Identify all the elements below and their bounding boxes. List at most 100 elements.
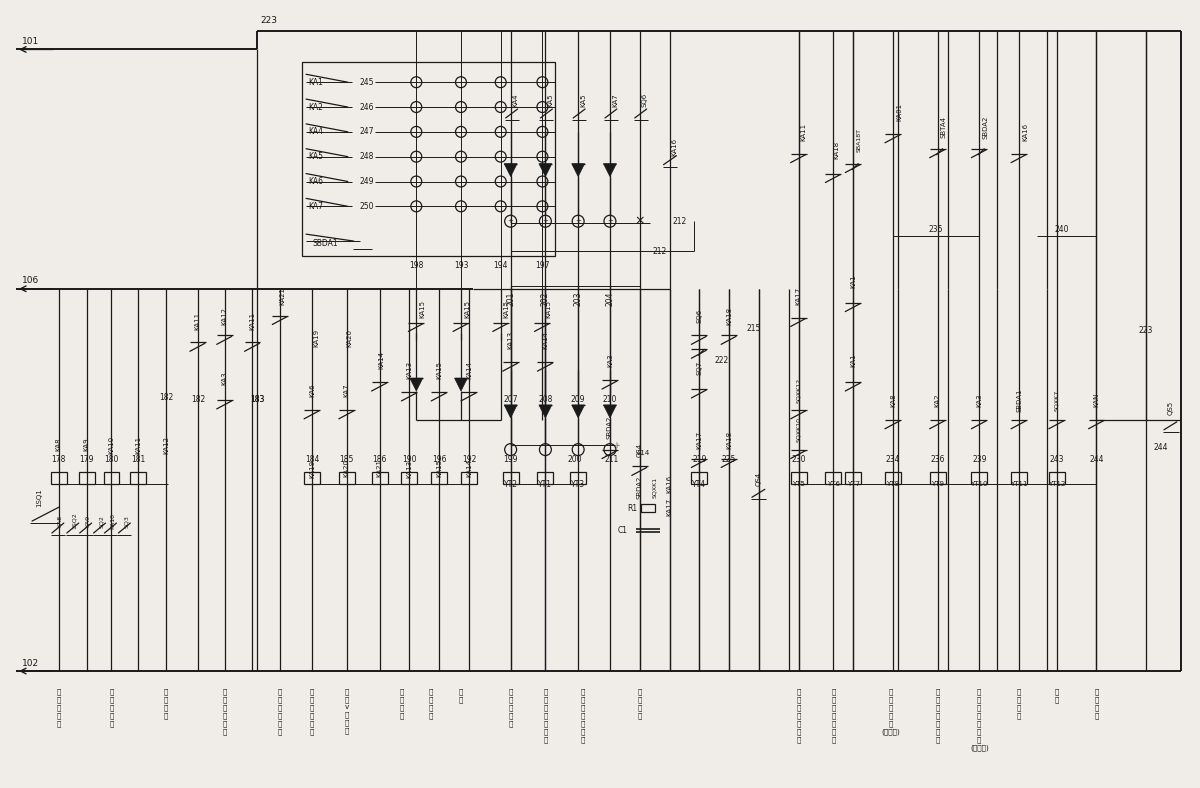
Polygon shape [455,378,468,391]
Text: KA11: KA11 [250,311,256,329]
Polygon shape [571,405,584,418]
Text: 222: 222 [714,355,728,365]
Text: KA14: KA14 [466,459,472,478]
Bar [302,62,556,256]
Text: SQ6: SQ6 [642,93,648,107]
Text: SQ6: SQ6 [696,308,702,322]
Text: KA11: KA11 [800,123,806,141]
Text: 239: 239 [972,455,986,464]
Polygon shape [539,164,552,177]
Text: 前
刀
架
快
进
(断快进): 前 刀 架 快 进 (断快进) [882,688,900,735]
Text: KA15: KA15 [419,299,425,318]
Bar [971,473,988,485]
Text: SBDA1: SBDA1 [312,239,337,247]
Text: 101: 101 [22,37,40,46]
Text: KA18: KA18 [726,307,732,325]
Text: KA12: KA12 [163,436,169,454]
Bar [431,473,448,485]
Text: ×: × [635,214,644,228]
Text: 1SQ2: 1SQ2 [72,513,77,530]
Text: 212: 212 [672,217,686,225]
Bar [402,473,418,485]
Text: KA14: KA14 [542,332,548,349]
Bar [461,473,476,485]
Text: KA6: KA6 [310,383,316,397]
Text: SBDA2: SBDA2 [637,476,643,499]
Text: KA9: KA9 [84,438,90,452]
Text: 234: 234 [886,455,900,464]
Text: 219: 219 [692,455,707,464]
Text: 转
塔
v
面
碰
停: 转 塔 v 面 碰 停 [344,688,349,734]
Bar [570,473,586,485]
Text: 212: 212 [653,247,667,255]
Text: 240: 240 [1055,225,1069,234]
Text: 178: 178 [52,455,66,464]
Text: +: + [542,218,548,225]
Text: KA20: KA20 [343,459,349,478]
Text: KA10: KA10 [108,436,114,454]
Text: 转
塔
送
进
量
变
挡: 转 塔 送 进 量 变 挡 [581,688,586,743]
Text: YT10: YT10 [971,481,988,487]
Bar [641,504,655,512]
Text: KA3: KA3 [607,354,613,367]
Text: 电
机
高
速: 电 机 高 速 [430,688,433,719]
Text: SQ2: SQ2 [100,515,104,527]
Text: YT2: YT2 [504,480,517,489]
Text: 前
刀
架
碰
停: 前 刀 架 碰 停 [56,688,61,727]
Text: 210: 210 [602,396,617,404]
Text: KA18: KA18 [726,430,732,448]
Text: KA21: KA21 [280,287,286,305]
Text: 106: 106 [22,277,40,285]
Polygon shape [571,164,584,177]
Bar [884,473,901,485]
Text: 248: 248 [360,152,374,162]
Text: KA17: KA17 [796,287,802,305]
Text: ⊦: ⊦ [616,441,620,450]
Text: +: + [607,218,613,225]
Text: YT1: YT1 [539,480,552,489]
Text: YT12: YT12 [1048,481,1066,487]
Text: 后
刀
架
纵
向
快
进
(断快进): 后 刀 架 纵 向 快 进 (断快进) [970,688,989,751]
Text: SBDA2: SBDA2 [983,115,989,139]
Text: KA8: KA8 [58,515,62,527]
Text: 190: 190 [402,455,416,464]
Bar [845,473,862,485]
Text: KA17: KA17 [666,498,672,516]
Text: KA01: KA01 [896,103,902,121]
Text: 转
塔
一
面
碰
停: 转 塔 一 面 碰 停 [222,688,227,735]
Text: KA2: KA2 [308,102,323,112]
Text: SQXK12: SQXK12 [796,377,802,403]
Text: 236: 236 [930,455,944,464]
Text: KA5: KA5 [308,152,323,162]
Text: KA14: KA14 [378,351,384,370]
Text: KA20: KA20 [347,329,353,348]
Polygon shape [604,405,617,418]
Text: 182: 182 [158,393,173,403]
Text: KAN: KAN [1093,392,1099,407]
Text: 前
刀
架
横
向
选
给: 前 刀 架 横 向 选 给 [797,688,800,743]
Text: 转
塔
一
面
碰
停: 转 塔 一 面 碰 停 [278,688,282,735]
Text: SBTA4: SBTA4 [941,116,947,138]
Text: 后
刀
架
横
向
左
移: 后 刀 架 横 向 左 移 [936,688,940,743]
Text: R1: R1 [628,504,637,513]
Text: 194: 194 [493,262,508,270]
Polygon shape [504,405,517,418]
Text: KA13: KA13 [407,459,413,478]
Text: KA1: KA1 [851,354,857,367]
Text: 247: 247 [360,128,374,136]
Text: 186: 186 [372,455,386,464]
Text: 197: 197 [535,262,550,270]
Text: SQ7: SQ7 [696,361,702,375]
Text: 211: 211 [605,455,619,464]
Text: KA9: KA9 [85,515,90,527]
Text: 209: 209 [571,396,586,404]
Text: 1SQ1: 1SQ1 [36,488,42,507]
Text: 244: 244 [1153,443,1169,452]
Text: 离
合
器
低
速: 离 合 器 低 速 [509,688,512,727]
Text: KA19: KA19 [313,329,319,348]
Text: SBDA1: SBDA1 [1016,388,1022,411]
Text: 243: 243 [1050,455,1064,464]
Text: SBDA2: SBDA2 [607,416,613,440]
Text: YT7: YT7 [847,481,859,487]
Text: 214: 214 [636,450,649,455]
